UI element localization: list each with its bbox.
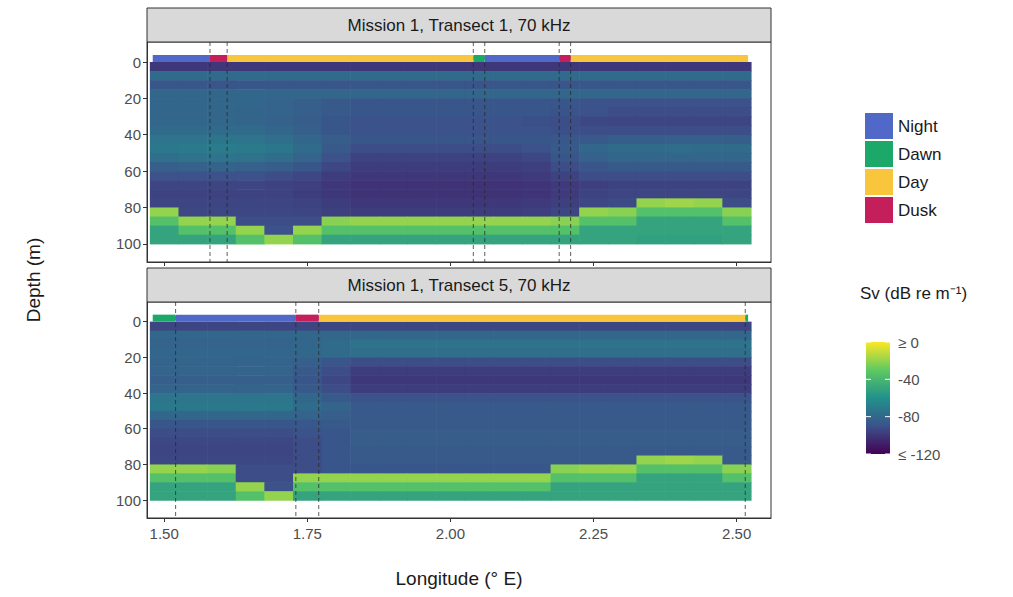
- svg-text:0: 0: [133, 313, 141, 330]
- svg-text:100: 100: [116, 235, 141, 252]
- svg-text:1.50: 1.50: [150, 525, 179, 542]
- svg-text:2.50: 2.50: [722, 525, 751, 542]
- svg-text:60: 60: [124, 420, 141, 437]
- svg-text:20: 20: [124, 349, 141, 366]
- svg-text:2.00: 2.00: [436, 525, 465, 542]
- svg-text:100: 100: [116, 492, 141, 509]
- svg-text:80: 80: [124, 199, 141, 216]
- svg-text:0: 0: [133, 54, 141, 71]
- svg-text:Mission 1, Transect 1, 70 kHz: Mission 1, Transect 1, 70 kHz: [348, 16, 571, 35]
- svg-text:1.75: 1.75: [293, 525, 322, 542]
- svg-text:40: 40: [124, 126, 141, 143]
- svg-text:≥ 0: ≥ 0: [898, 334, 919, 351]
- svg-text:Mission 1, Transect 5, 70 kHz: Mission 1, Transect 5, 70 kHz: [348, 276, 571, 295]
- svg-text:20: 20: [124, 90, 141, 107]
- svg-text:80: 80: [124, 456, 141, 473]
- svg-text:-40: -40: [898, 371, 920, 388]
- svg-text:2.25: 2.25: [579, 525, 608, 542]
- svg-text:Day: Day: [898, 173, 929, 192]
- svg-text:Dawn: Dawn: [898, 145, 941, 164]
- svg-text:Sv (dB re m⁻¹): Sv (dB re m⁻¹): [860, 284, 967, 303]
- svg-text:40: 40: [124, 385, 141, 402]
- svg-text:Longitude (° E): Longitude (° E): [396, 568, 523, 589]
- svg-text:Dusk: Dusk: [898, 201, 937, 220]
- svg-text:-80: -80: [898, 408, 920, 425]
- svg-text:≤ -120: ≤ -120: [898, 446, 940, 463]
- svg-text:60: 60: [124, 163, 141, 180]
- svg-text:Depth (m): Depth (m): [23, 238, 44, 322]
- svg-text:Night: Night: [898, 117, 938, 136]
